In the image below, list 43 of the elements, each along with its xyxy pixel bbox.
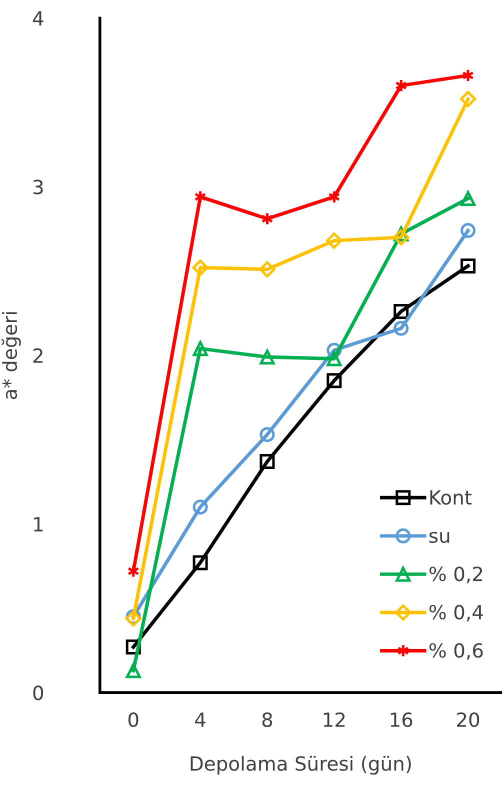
point bbox=[260, 350, 275, 365]
point bbox=[260, 427, 275, 442]
y-tick-label: 2 bbox=[33, 348, 42, 363]
point bbox=[460, 90, 476, 108]
point bbox=[394, 304, 409, 319]
point bbox=[192, 555, 208, 570]
legend-label: % 0,6 bbox=[429, 643, 483, 660]
point bbox=[395, 78, 408, 92]
point bbox=[460, 191, 476, 206]
y-tick-label: 0 bbox=[33, 686, 44, 700]
point bbox=[259, 261, 276, 278]
legend-label: % 0,2 bbox=[429, 566, 482, 584]
x-tick-label: 0 bbox=[128, 712, 138, 728]
point bbox=[460, 223, 476, 238]
point bbox=[126, 663, 141, 678]
legend-label: % 0,4 bbox=[429, 604, 483, 622]
point bbox=[192, 500, 208, 515]
x-tick-label: 12 bbox=[324, 712, 345, 727]
point bbox=[192, 260, 208, 276]
point bbox=[326, 232, 342, 249]
x-axis-title: Depolama Süresi (gün) bbox=[190, 756, 411, 775]
y-tick-label: 3 bbox=[33, 180, 43, 194]
legend-label: Kont bbox=[430, 490, 472, 505]
point bbox=[326, 351, 342, 366]
y-tick-label: 4 bbox=[32, 11, 44, 26]
x-tick-label: 8 bbox=[262, 712, 272, 728]
x-tick-label: 20 bbox=[457, 712, 480, 728]
y-axis-title: a* değeri bbox=[2, 312, 21, 400]
point bbox=[127, 564, 140, 578]
point bbox=[462, 68, 474, 82]
y-tick-label: 1 bbox=[34, 517, 43, 532]
point bbox=[328, 190, 340, 204]
point bbox=[460, 258, 476, 274]
point bbox=[192, 341, 208, 356]
point bbox=[394, 320, 409, 336]
legend-label: su bbox=[429, 532, 450, 544]
point bbox=[392, 229, 410, 246]
point bbox=[261, 212, 274, 226]
point bbox=[260, 454, 275, 470]
x-tick-label: 4 bbox=[195, 712, 206, 727]
point bbox=[194, 190, 206, 204]
x-tick-label: 16 bbox=[390, 712, 412, 728]
point bbox=[326, 373, 342, 388]
